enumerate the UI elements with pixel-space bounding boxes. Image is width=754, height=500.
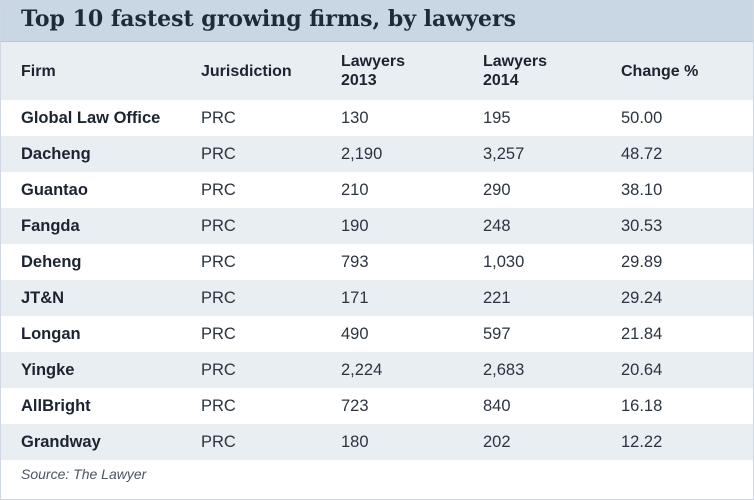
firm-cell: AllBright: [21, 397, 91, 415]
lawyers-2013-cell: 2,224: [341, 361, 383, 379]
change-cell: 12.22: [621, 433, 663, 451]
table-row: Longan PRC 490 597 21.84: [1, 316, 753, 352]
lawyers-2014-cell: 2,683: [483, 361, 525, 379]
jurisdiction-cell: PRC: [201, 181, 236, 199]
table-header: Firm Jurisdiction Lawyers 2013 Lawyers 2…: [1, 42, 753, 100]
jurisdiction-cell: PRC: [201, 289, 236, 307]
table-row: Fangda PRC 190 248 30.53: [1, 208, 753, 244]
change-cell: 50.00: [621, 109, 663, 127]
lawyers-2013-cell: 490: [341, 325, 369, 343]
jurisdiction-cell: PRC: [201, 397, 236, 415]
change-cell: 20.64: [621, 361, 663, 379]
firm-cell: Fangda: [21, 217, 80, 235]
lawyers-2014-cell: 597: [483, 325, 511, 343]
lawyers-2013-cell: 793: [341, 253, 369, 271]
table-row: Yingke PRC 2,224 2,683 20.64: [1, 352, 753, 388]
lawyers-2014-cell: 202: [483, 433, 511, 451]
firm-cell: Grandway: [21, 433, 101, 451]
jurisdiction-cell: PRC: [201, 109, 236, 127]
lawyers-2014-cell: 290: [483, 181, 511, 199]
table-row: Global Law Office PRC 130 195 50.00: [1, 100, 753, 136]
firm-cell: Yingke: [21, 361, 75, 379]
lawyers-2013-cell: 130: [341, 109, 369, 127]
table-row: JT&N PRC 171 221 29.24: [1, 280, 753, 316]
firm-cell: Deheng: [21, 253, 82, 271]
header-change: Change %: [621, 63, 699, 80]
change-cell: 21.84: [621, 325, 663, 343]
lawyers-2013-cell: 190: [341, 217, 369, 235]
lawyers-2014-cell: 1,030: [483, 253, 525, 271]
lawyers-2013-cell: 210: [341, 181, 369, 199]
firm-cell: Dacheng: [21, 145, 91, 163]
change-cell: 29.89: [621, 253, 663, 271]
firm-cell: Longan: [21, 325, 81, 343]
lawyers-2014-cell: 840: [483, 397, 511, 415]
header-lawyers-2013: Lawyers 2013: [341, 53, 406, 89]
lawyers-2013-cell: 723: [341, 397, 369, 415]
change-cell: 38.10: [621, 181, 663, 199]
lawyers-2013-cell: 180: [341, 433, 369, 451]
title-bar: Top 10 fastest growing firms, by lawyers: [1, 1, 753, 42]
table-row: Guantao PRC 210 290 38.10: [1, 172, 753, 208]
lawyers-2014-cell: 195: [483, 109, 511, 127]
jurisdiction-cell: PRC: [201, 325, 236, 343]
jurisdiction-cell: PRC: [201, 145, 236, 163]
jurisdiction-cell: PRC: [201, 433, 236, 451]
table-row: Dacheng PRC 2,190 3,257 48.72: [1, 136, 753, 172]
firm-cell: Global Law Office: [21, 109, 161, 127]
table-row: AllBright PRC 723 840 16.18: [1, 388, 753, 424]
lawyers-2014-cell: 3,257: [483, 145, 525, 163]
table-row: Deheng PRC 793 1,030 29.89: [1, 244, 753, 280]
firm-cell: JT&N: [21, 289, 65, 307]
jurisdiction-cell: PRC: [201, 361, 236, 379]
header-firm: Firm: [21, 63, 56, 80]
jurisdiction-cell: PRC: [201, 217, 236, 235]
change-cell: 30.53: [621, 217, 663, 235]
lawyers-2013-cell: 2,190: [341, 145, 383, 163]
lawyers-2014-cell: 221: [483, 289, 511, 307]
table-title: Top 10 fastest growing firms, by lawyers: [21, 6, 516, 32]
jurisdiction-cell: PRC: [201, 253, 236, 271]
header-jurisdiction: Jurisdiction: [201, 63, 292, 80]
source-note: Source: The Lawyer: [21, 466, 147, 482]
lawyers-2013-cell: 171: [341, 289, 369, 307]
change-cell: 29.24: [621, 289, 663, 307]
firm-cell: Guantao: [21, 181, 88, 199]
change-cell: 16.18: [621, 397, 663, 415]
header-lawyers-2014: Lawyers 2014: [483, 53, 548, 89]
lawyers-2014-cell: 248: [483, 217, 511, 235]
change-cell: 48.72: [621, 145, 663, 163]
table-row: Grandway PRC 180 202 12.22: [1, 424, 753, 460]
